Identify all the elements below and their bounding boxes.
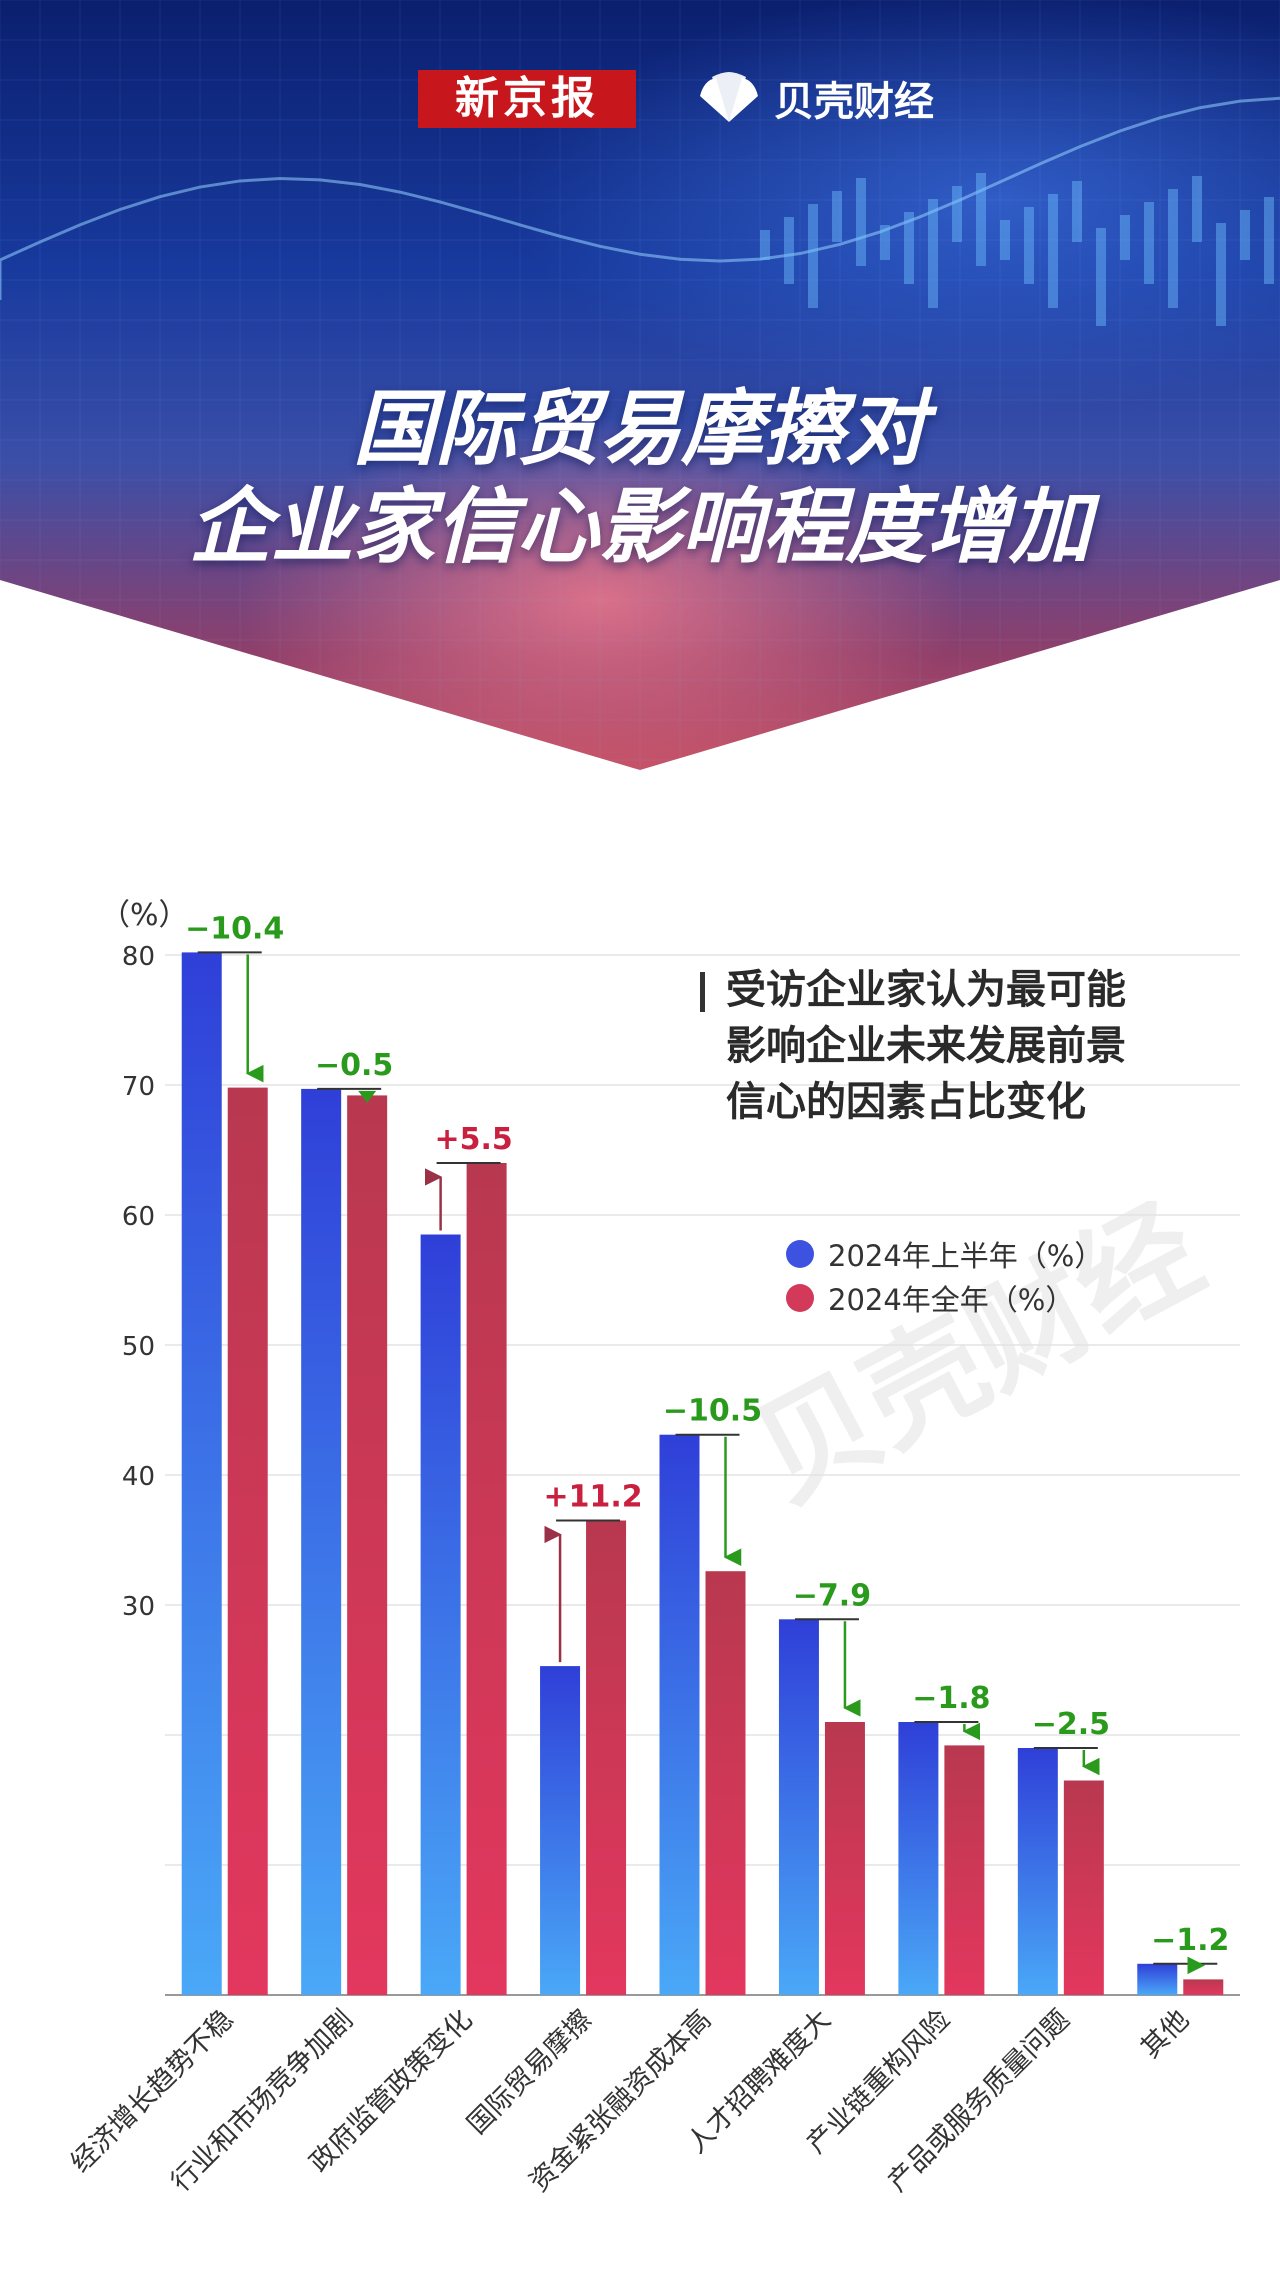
bar-h1-5 xyxy=(659,1434,700,1995)
caption-line-1: 受访企业家认为最可能 xyxy=(726,967,1126,1013)
caption-line-3: 信心的因素占比变化 xyxy=(726,1079,1086,1125)
page-title-line2: 企业家信心影响程度增加 xyxy=(189,480,1091,575)
banner-candle xyxy=(880,225,890,260)
shell-icon xyxy=(700,72,758,122)
banner-candle xyxy=(832,191,842,242)
change-label-7: −1.8 xyxy=(912,1681,990,1716)
banner-candle xyxy=(1264,197,1274,284)
banner-candle xyxy=(1240,210,1250,260)
bar-full-year-5 xyxy=(705,1571,746,1995)
chart-legend: 2024年上半年（%） 2024年全年（%） xyxy=(786,1232,1103,1320)
banner-candle xyxy=(976,173,986,266)
caption-accent-bar xyxy=(700,972,705,1012)
bar-h1-2 xyxy=(301,1088,342,1995)
change-label-6: −7.9 xyxy=(793,1578,871,1613)
y-tick-label: 40 xyxy=(122,1462,155,1492)
bar-h1-6 xyxy=(778,1619,819,1995)
bar-h1-8 xyxy=(1017,1748,1058,1995)
banner-candle xyxy=(1024,207,1034,284)
banner-candle xyxy=(856,178,866,266)
x-category-label-4: 国际贸易摩擦 xyxy=(462,2004,598,2140)
banner-candle xyxy=(928,199,938,308)
legend-dot-full-year xyxy=(786,1284,814,1312)
banner-candle xyxy=(784,217,794,284)
banner-candle xyxy=(808,204,818,308)
legend-item-h1: 2024年上半年（%） xyxy=(786,1232,1103,1276)
y-tick-label: 60 xyxy=(122,1202,155,1232)
bar-full-year-3 xyxy=(466,1163,507,1995)
banner-background-graphic xyxy=(0,0,1280,770)
x-category-label-9: 其他 xyxy=(1135,2004,1195,2064)
change-label-3: +5.5 xyxy=(434,1122,512,1157)
banner-candle xyxy=(1192,176,1202,242)
brand-logo-beike: 贝壳财经 xyxy=(694,66,934,130)
banner-candle xyxy=(952,186,962,242)
header-banner: 新京报 贝壳财经 国际贸易摩擦对 企业家信心影响程度增加 xyxy=(0,0,1280,770)
banner-candle xyxy=(1168,189,1178,308)
legend-dot-h1 xyxy=(786,1240,814,1268)
y-tick-label: 80 xyxy=(122,942,155,972)
banner-candle xyxy=(1216,223,1226,326)
banner-candle xyxy=(1144,202,1154,284)
bar-h1-1 xyxy=(181,952,222,1995)
change-label-2: −0.5 xyxy=(315,1048,393,1083)
page-title-line1: 国际贸易摩擦对 xyxy=(353,382,927,477)
banner-candle xyxy=(1048,194,1058,308)
banner-candle xyxy=(1072,181,1082,242)
banner-candle xyxy=(1096,228,1106,326)
bar-full-year-9 xyxy=(1183,1979,1224,1995)
banner-candle xyxy=(760,230,770,260)
banner-candle xyxy=(1120,215,1130,260)
bar-h1-3 xyxy=(420,1234,461,1995)
legend-label-h1: 2024年上半年（%） xyxy=(828,1239,1104,1273)
y-axis-unit: （%） xyxy=(100,898,189,933)
bar-full-year-1 xyxy=(227,1087,268,1995)
caption-line-2: 影响企业未来发展前景 xyxy=(726,1023,1126,1069)
bar-full-year-7 xyxy=(944,1745,985,1995)
change-label-8: −2.5 xyxy=(1032,1707,1110,1742)
bar-h1-4 xyxy=(540,1666,581,1995)
legend-item-full-year: 2024年全年（%） xyxy=(786,1276,1103,1320)
change-label-1: −10.4 xyxy=(185,911,284,946)
change-label-4: +11.2 xyxy=(543,1480,642,1515)
bar-h1-7 xyxy=(898,1722,939,1995)
bar-h1-9 xyxy=(1137,1963,1178,1995)
banner-candle xyxy=(904,212,914,284)
bar-full-year-4 xyxy=(586,1520,627,1995)
brand-logo-xinjingbao: 新京报 xyxy=(418,70,636,128)
change-arrow-2 xyxy=(358,1090,377,1103)
banner-trend-line xyxy=(0,96,1280,300)
y-tick-label: 50 xyxy=(122,1332,155,1362)
change-label-5: −10.5 xyxy=(663,1394,762,1429)
y-tick-label: 30 xyxy=(122,1592,155,1622)
bar-full-year-8 xyxy=(1063,1780,1104,1995)
change-label-9: −1.2 xyxy=(1151,1923,1229,1958)
brand-name-beike: 贝壳财经 xyxy=(774,79,934,125)
banner-candle xyxy=(1000,220,1010,260)
legend-label-full-year: 2024年全年（%） xyxy=(828,1283,1075,1317)
bar-full-year-2 xyxy=(347,1095,388,1995)
chart-caption: 受访企业家认为最可能 影响企业未来发展前景 信心的因素占比变化 xyxy=(700,962,1240,1130)
y-tick-label: 70 xyxy=(122,1072,155,1102)
bar-full-year-6 xyxy=(824,1722,865,1995)
